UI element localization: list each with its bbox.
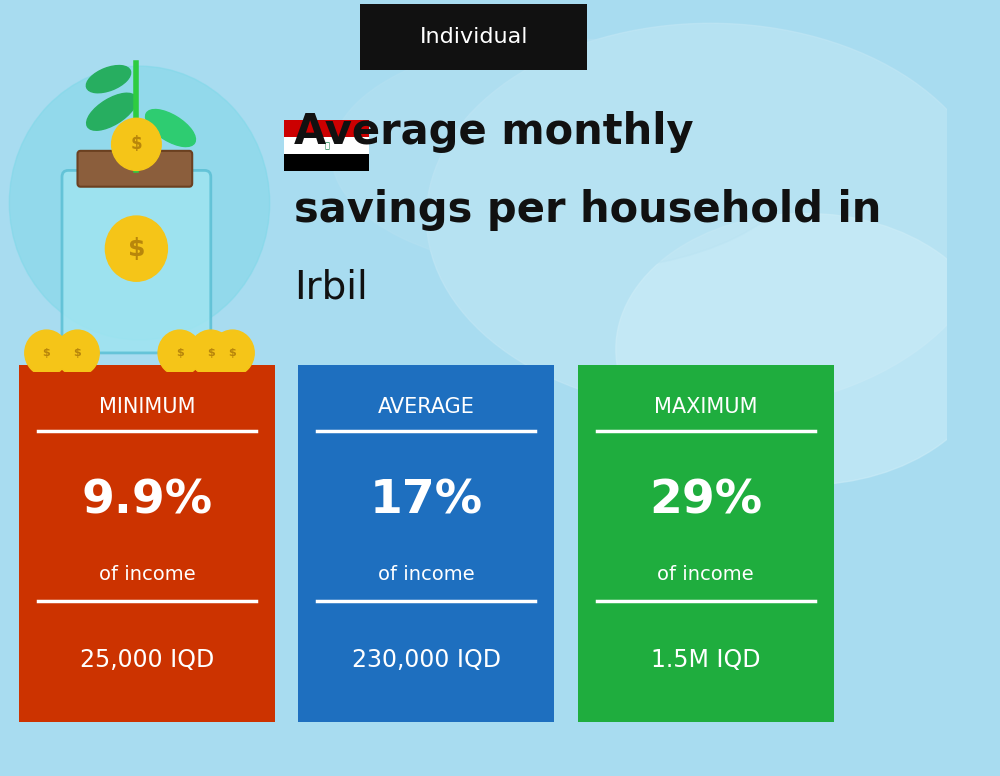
Ellipse shape (332, 39, 805, 272)
Text: $: $ (43, 348, 50, 358)
Circle shape (9, 66, 270, 340)
Text: 17%: 17% (370, 478, 483, 523)
Text: $: $ (176, 348, 184, 358)
Text: MINIMUM: MINIMUM (99, 397, 195, 417)
Text: 9.9%: 9.9% (81, 478, 212, 523)
FancyBboxPatch shape (298, 365, 554, 722)
Circle shape (25, 330, 68, 376)
Text: $: $ (207, 348, 215, 358)
FancyBboxPatch shape (360, 4, 587, 70)
FancyBboxPatch shape (284, 120, 369, 137)
Circle shape (211, 330, 254, 376)
Text: $: $ (229, 348, 236, 358)
Circle shape (189, 330, 232, 376)
Text: savings per household in: savings per household in (294, 189, 881, 230)
FancyBboxPatch shape (284, 154, 369, 171)
Ellipse shape (616, 213, 995, 485)
FancyBboxPatch shape (62, 171, 211, 353)
Circle shape (112, 118, 161, 171)
Ellipse shape (86, 65, 131, 93)
Ellipse shape (146, 109, 195, 147)
Text: 🕌: 🕌 (324, 141, 329, 150)
Text: of income: of income (99, 565, 195, 584)
Text: 29%: 29% (649, 478, 762, 523)
FancyBboxPatch shape (578, 365, 834, 722)
FancyBboxPatch shape (284, 137, 369, 154)
Text: $: $ (128, 237, 145, 261)
Text: of income: of income (378, 565, 475, 584)
Text: Irbil: Irbil (294, 268, 367, 306)
Circle shape (56, 330, 99, 376)
Text: MAXIMUM: MAXIMUM (654, 397, 758, 417)
FancyBboxPatch shape (0, 0, 947, 776)
Ellipse shape (426, 23, 995, 411)
Text: AVERAGE: AVERAGE (378, 397, 475, 417)
Text: 230,000 IQD: 230,000 IQD (352, 648, 501, 671)
Text: $: $ (74, 348, 81, 358)
Text: Average monthly: Average monthly (294, 111, 693, 153)
Text: 1.5M IQD: 1.5M IQD (651, 648, 761, 671)
Text: Individual: Individual (419, 27, 528, 47)
Text: 25,000 IQD: 25,000 IQD (80, 648, 214, 671)
FancyBboxPatch shape (19, 365, 275, 722)
Text: $: $ (131, 135, 142, 154)
Ellipse shape (87, 93, 137, 130)
Circle shape (158, 330, 202, 376)
Circle shape (105, 216, 167, 281)
Text: of income: of income (657, 565, 754, 584)
FancyBboxPatch shape (78, 151, 192, 187)
